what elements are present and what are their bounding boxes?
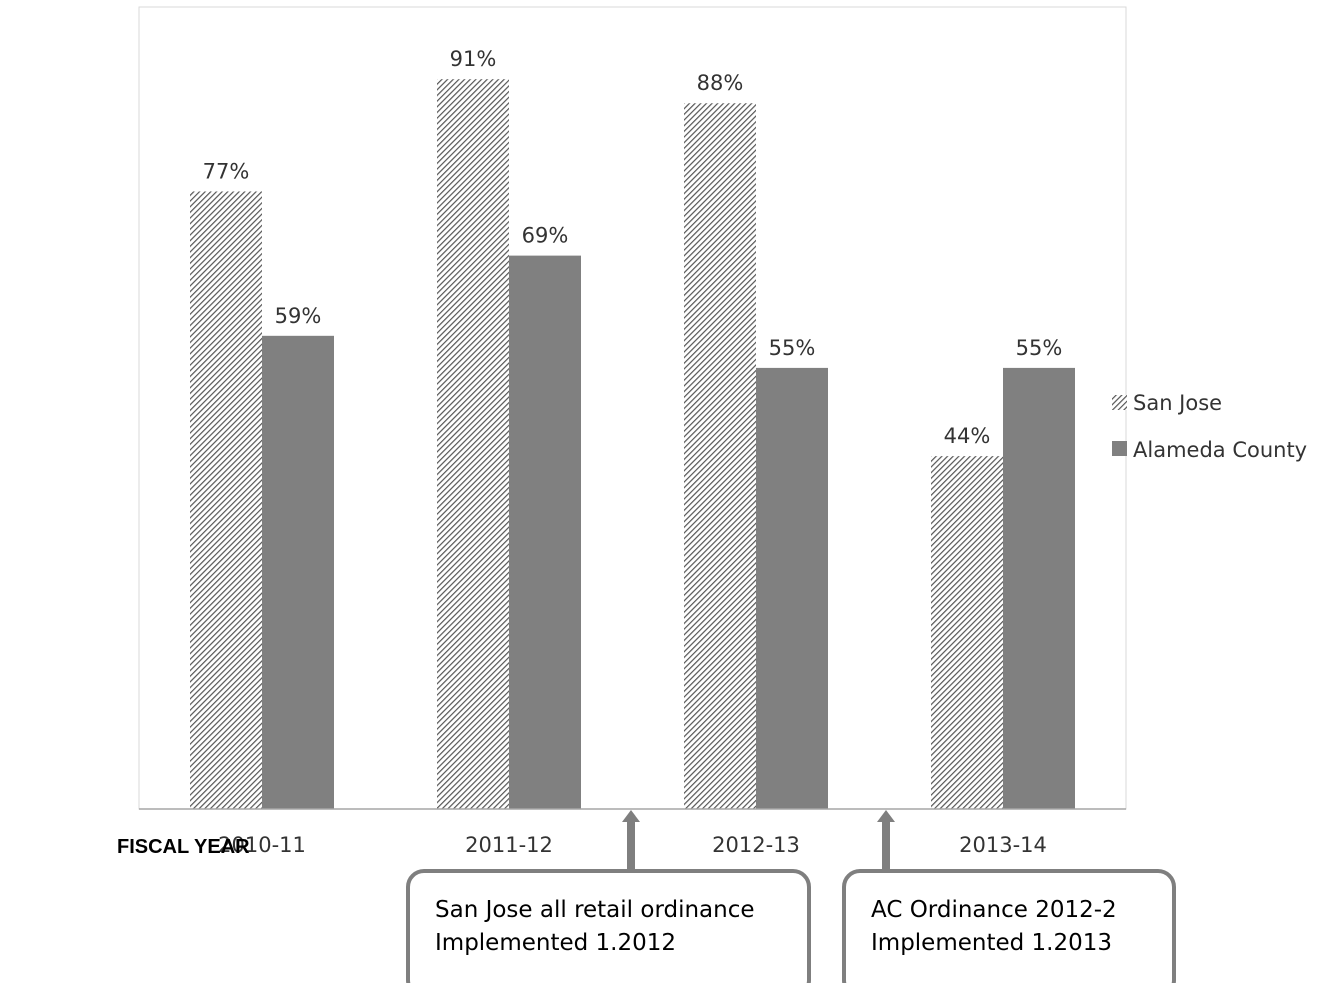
legend-label-san-jose: San Jose: [1133, 391, 1222, 415]
value-label-san-jose-2012-13: 88%: [697, 71, 744, 95]
bars-group: [190, 79, 1075, 810]
x-tick-label-2012-13: 2012-13: [712, 833, 800, 857]
value-labels-group: 77% 59% 91% 69% 88% 55% 44% 55%: [203, 47, 1063, 448]
annotation-arrow-2: [877, 810, 895, 871]
bar-san-jose-2013-14: [931, 456, 1003, 809]
annotation-box-2: AC Ordinance 2012-2 Implemented 1.2013: [842, 869, 1176, 983]
annotation-arrow-1: [622, 810, 640, 871]
bar-alameda-county-2013-14: [1003, 367, 1075, 809]
value-label-alameda-county-2011-12: 69%: [522, 224, 569, 248]
bar-alameda-county-2012-13: [756, 367, 828, 809]
annotation-2-line2: Implemented 1.2013: [871, 930, 1112, 956]
annotation-2-line1: AC Ordinance 2012-2: [871, 897, 1117, 923]
x-tick-label-2011-12: 2011-12: [465, 833, 553, 857]
annotation-1-line2: Implemented 1.2012: [435, 930, 676, 956]
value-label-alameda-county-2013-14: 55%: [1016, 336, 1063, 360]
legend-swatch-san-jose: [1112, 395, 1127, 410]
x-axis-label: FISCAL YEAR: [117, 836, 250, 858]
value-label-san-jose-2010-11: 77%: [203, 159, 250, 183]
value-label-san-jose-2013-14: 44%: [944, 424, 991, 448]
annotation-box-1: San Jose all retail ordinance Implemente…: [406, 869, 811, 983]
legend-label-alameda-county: Alameda County: [1133, 438, 1307, 462]
legend: San Jose Alameda County: [1112, 391, 1307, 462]
legend-swatch-alameda-county: [1112, 441, 1127, 456]
bar-san-jose-2010-11: [190, 191, 262, 809]
x-tick-labels: 2010-11 2011-12 2012-13 2013-14: [218, 833, 1047, 857]
x-tick-label-2013-14: 2013-14: [959, 833, 1047, 857]
annotation-1-line1: San Jose all retail ordinance: [435, 897, 755, 923]
bar-alameda-county-2011-12: [509, 255, 581, 809]
bar-san-jose-2011-12: [437, 79, 509, 810]
value-label-alameda-county-2012-13: 55%: [769, 336, 816, 360]
bar-san-jose-2012-13: [684, 103, 756, 810]
value-label-alameda-county-2010-11: 59%: [275, 304, 322, 328]
bar-alameda-county-2010-11: [262, 335, 334, 809]
value-label-san-jose-2011-12: 91%: [450, 47, 497, 71]
x-tick-label-2010-11: 2010-11: [218, 833, 306, 857]
